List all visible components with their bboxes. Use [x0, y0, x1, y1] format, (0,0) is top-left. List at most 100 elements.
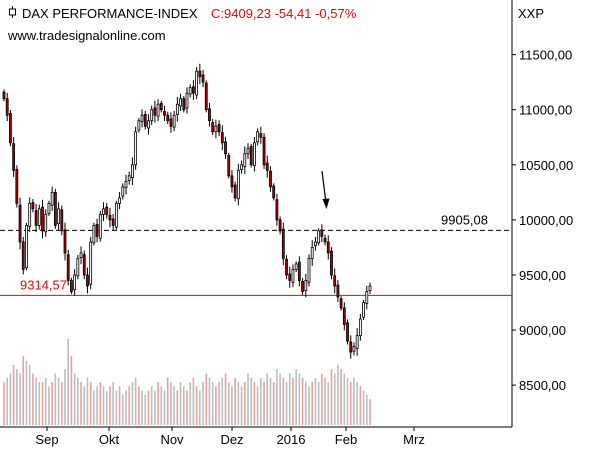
candle-up	[114, 202, 118, 228]
candle-up	[37, 208, 41, 226]
candle-down	[272, 185, 276, 199]
volume-bar	[211, 382, 214, 425]
volume-bar	[292, 377, 294, 425]
candle-up	[362, 302, 365, 318]
volume-bar	[86, 377, 89, 425]
volume-bar	[150, 386, 153, 425]
volume-bar	[243, 382, 246, 425]
candle-down	[346, 322, 349, 342]
candles	[2, 63, 372, 359]
volume-bar	[105, 390, 108, 425]
candle-down	[259, 133, 263, 138]
candle-down	[18, 204, 22, 243]
volume-bar	[54, 373, 57, 425]
candle-up	[253, 142, 256, 167]
candle-down	[105, 206, 109, 215]
candle-up	[127, 175, 131, 181]
candle-up	[121, 186, 125, 197]
volume-bar	[141, 390, 143, 425]
x-tick-label: Nov	[160, 432, 184, 447]
volume-bar	[349, 382, 352, 425]
candle-up	[195, 70, 199, 96]
volume-bar	[260, 377, 262, 425]
volume-bar	[93, 390, 95, 425]
volume-bar	[256, 386, 259, 425]
candle-down	[320, 229, 324, 237]
volume-bar	[298, 373, 301, 425]
volume-bar	[240, 386, 243, 425]
candle-up	[57, 208, 60, 225]
candle-down	[275, 199, 279, 221]
candle-down	[265, 162, 269, 171]
volume-bar	[224, 373, 227, 425]
candle-down	[166, 114, 170, 122]
candle-down	[5, 98, 9, 116]
candle-up	[317, 230, 321, 244]
candle-down	[12, 143, 16, 171]
volume-bar	[253, 382, 256, 425]
candle-down	[204, 82, 208, 111]
volume-bar	[285, 382, 288, 425]
candle-down	[60, 209, 64, 232]
volume-bar	[247, 373, 249, 425]
y-axis: 11500,00 11000,00 10500,00 10000,00 9500,00 9…	[512, 48, 573, 393]
volume-bar	[102, 386, 105, 425]
volume-bar	[356, 382, 358, 425]
volume-bar	[131, 382, 134, 425]
y-tick-label: 9000,00	[519, 323, 566, 338]
volume-bar	[231, 386, 233, 425]
volume-bar	[221, 377, 224, 425]
volume-bar	[343, 373, 346, 425]
volume-bar	[199, 390, 201, 425]
volume-bar	[48, 386, 50, 425]
candle-up	[131, 164, 134, 178]
volume-bar	[170, 382, 172, 425]
volume-bar	[311, 382, 314, 425]
candle-up	[358, 318, 362, 336]
candle-down	[82, 254, 86, 276]
candle-down	[86, 274, 89, 287]
volume-bar	[250, 377, 253, 425]
volume-bar	[186, 390, 188, 425]
candle-down	[31, 202, 35, 210]
candle-down	[349, 341, 353, 353]
candle-up	[98, 213, 102, 239]
y-tick-label: 10500,00	[519, 158, 573, 173]
volume-bar	[138, 386, 140, 425]
volume-bar	[330, 369, 333, 425]
candle-up	[92, 224, 96, 244]
candle-down	[217, 124, 221, 133]
candle-up	[137, 120, 141, 131]
volume-bar	[51, 382, 53, 425]
candle-down	[66, 254, 70, 281]
candle-down	[70, 280, 73, 292]
candle-down	[159, 102, 163, 111]
x-tick-label: 2016	[277, 432, 306, 447]
volume-bar	[301, 377, 304, 425]
volume-bar	[22, 356, 25, 425]
resistance-label: 9905,08	[441, 212, 488, 227]
volume-bar	[115, 390, 118, 425]
candle-down	[220, 132, 224, 144]
candle-up	[185, 92, 189, 109]
candle-down	[326, 241, 330, 254]
candle-down	[2, 91, 6, 100]
volume-bar	[28, 364, 31, 425]
volume-bar	[173, 386, 175, 425]
candle-down	[192, 86, 195, 94]
volume-bar	[202, 382, 204, 425]
header: DAX PERFORMANCE-INDEX C:9409,23 -54,41 -…	[7, 6, 544, 43]
candle-up	[172, 114, 176, 128]
candle-up	[76, 258, 80, 277]
x-tick-label: Okt	[99, 432, 120, 447]
volume-bar	[32, 373, 34, 425]
candle-down	[198, 70, 202, 78]
volume-bar	[308, 386, 310, 425]
volume-bar	[208, 377, 211, 425]
candle-down	[230, 175, 234, 188]
volume-bar	[121, 394, 124, 425]
candle-up	[179, 98, 182, 107]
candle-up	[294, 263, 298, 270]
candle-up	[365, 291, 369, 304]
volume-bar	[192, 377, 195, 425]
